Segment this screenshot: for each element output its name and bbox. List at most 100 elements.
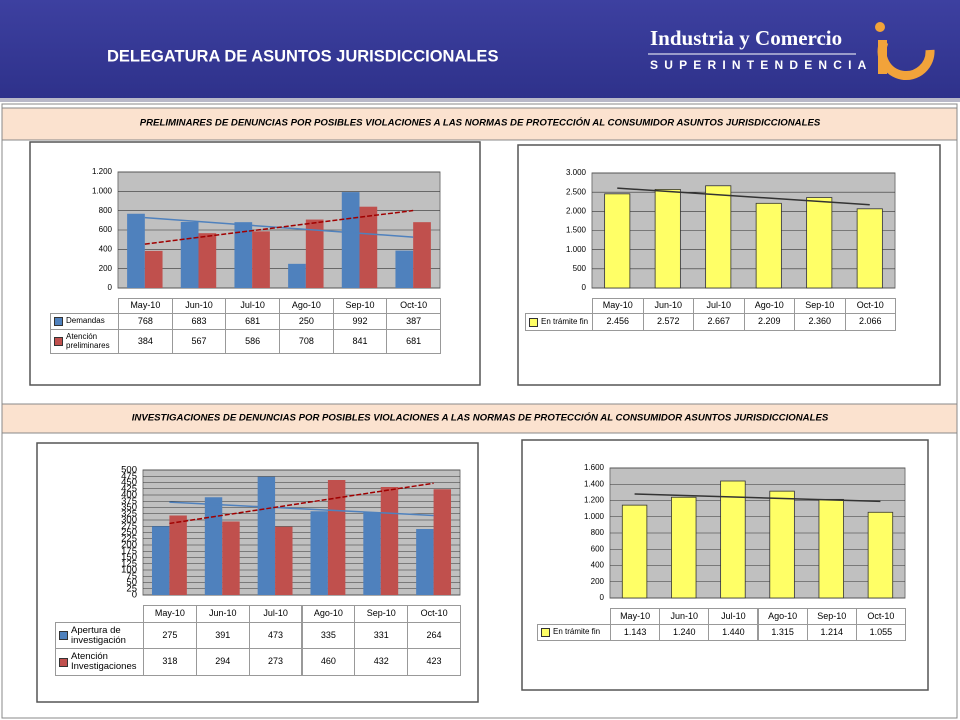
data-label: 335 [301,622,356,649]
data-label: 567 [171,329,227,354]
legend-label: Apertura de investigación [71,624,126,646]
y-tick-label: 0 [132,590,137,601]
y-tick-label: 1.400 [584,479,605,488]
trendline [634,493,881,503]
bar [144,250,163,288]
y-tick-label: 250 [121,527,137,538]
table-header: May-10 [610,608,661,625]
trendline [169,482,434,525]
table-header: Ago-10 [279,298,334,314]
data-label: 294 [195,648,250,676]
table-header: Jun-10 [659,608,710,625]
bar [856,208,883,289]
y-tick-label: 2.000 [566,206,587,215]
bar [395,250,414,288]
data-label: 2.066 [844,313,896,331]
bar [310,511,328,595]
data-label: 1.315 [757,624,808,641]
y-tick-label: 175 [121,546,137,557]
bar [151,526,170,595]
table-header: Jul-10 [708,608,759,625]
data-label: 387 [386,313,441,330]
trendline [169,501,434,517]
y-tick-label: 375 [121,496,137,507]
table-header: May-10 [143,605,197,623]
table-header: Sep-10 [794,298,846,314]
table-header: Oct-10 [386,298,441,314]
data-label: 250 [279,313,334,330]
y-tick-label: 200 [99,264,113,273]
y-tick-label: 1.600 [584,463,605,472]
table-header: Oct-10 [844,298,896,314]
section-title: INVESTIGACIONES DE DENUNCIAS POR POSIBLE… [132,412,829,424]
y-tick-label: 1.000 [584,512,605,521]
bar [169,515,187,595]
bar [222,521,240,595]
y-tick-label: 200 [591,577,605,586]
legend-label: En trámite fin [553,627,601,637]
y-tick-label: 25 [126,583,137,594]
y-tick-label: 600 [99,225,113,234]
legend-entry: Demandas [50,313,119,330]
y-tick-label: 350 [121,502,137,513]
data-label: 2.572 [642,313,694,331]
legend-label: En trámite fin [541,316,589,326]
bar [341,192,360,288]
table-header: Ago-10 [743,298,795,314]
bar [671,496,697,599]
bar [234,222,253,288]
table-header: Sep-10 [354,605,409,623]
table-header: Jul-10 [248,605,303,623]
data-label: 683 [171,313,227,330]
legend-label: Atención Investigaciones [71,651,137,672]
bar [359,206,378,288]
bar [198,233,217,288]
data-label: 432 [354,648,409,676]
trendline [144,209,414,245]
table-header: Jul-10 [693,298,745,314]
table-header: May-10 [118,298,173,314]
logo-sub: SUPERINTENDENCIA [650,58,873,72]
legend-entry: En trámite fin [525,313,593,331]
legend-entry: En trámite fin [537,624,611,641]
section-bar [1,107,958,141]
y-tick-label: 1.200 [584,496,605,505]
legend-entry: Atención preliminares [50,329,119,354]
data-label: 1.440 [708,624,759,641]
header-rule [0,98,960,102]
data-label: 2.667 [693,313,745,331]
data-label: 2.209 [743,313,795,331]
y-tick-label: 200 [121,540,137,551]
y-tick-label: 600 [591,544,605,553]
y-tick-label: 75 [126,571,137,582]
y-tick-label: 800 [99,206,113,215]
data-label: 992 [332,313,388,330]
data-label: 2.456 [592,313,644,331]
data-label: 841 [332,329,388,354]
data-label: 768 [118,313,173,330]
bar [275,526,293,595]
data-label: 1.055 [855,624,906,641]
bar [204,497,223,595]
data-label: 275 [143,622,197,649]
table-header: Sep-10 [806,608,857,625]
y-tick-label: 500 [573,264,587,273]
y-tick-label: 50 [126,577,137,588]
bar [327,480,346,595]
y-tick-label: 225 [121,533,137,544]
bar [305,219,324,288]
legend-entry: Atención Investigaciones [55,648,144,676]
bar [806,197,833,289]
y-tick-label: 500 [121,465,137,476]
y-tick-label: 1.500 [566,226,587,235]
bar [416,529,434,595]
y-tick-label: 475 [121,471,137,482]
bar [755,202,782,289]
header-band [0,0,960,100]
y-tick-label: 0 [582,283,587,292]
data-label: 586 [225,329,280,354]
legend-swatch [59,631,68,640]
section-title: PRELIMINARES DE DENUNCIAS POR POSIBLES V… [140,117,821,129]
data-label: 1.143 [610,624,661,641]
